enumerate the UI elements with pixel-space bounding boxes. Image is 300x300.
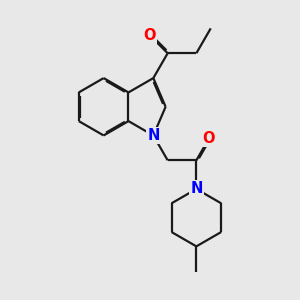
Text: O: O <box>144 28 156 43</box>
Text: O: O <box>203 131 215 146</box>
Text: N: N <box>190 182 202 196</box>
Text: N: N <box>147 128 160 143</box>
